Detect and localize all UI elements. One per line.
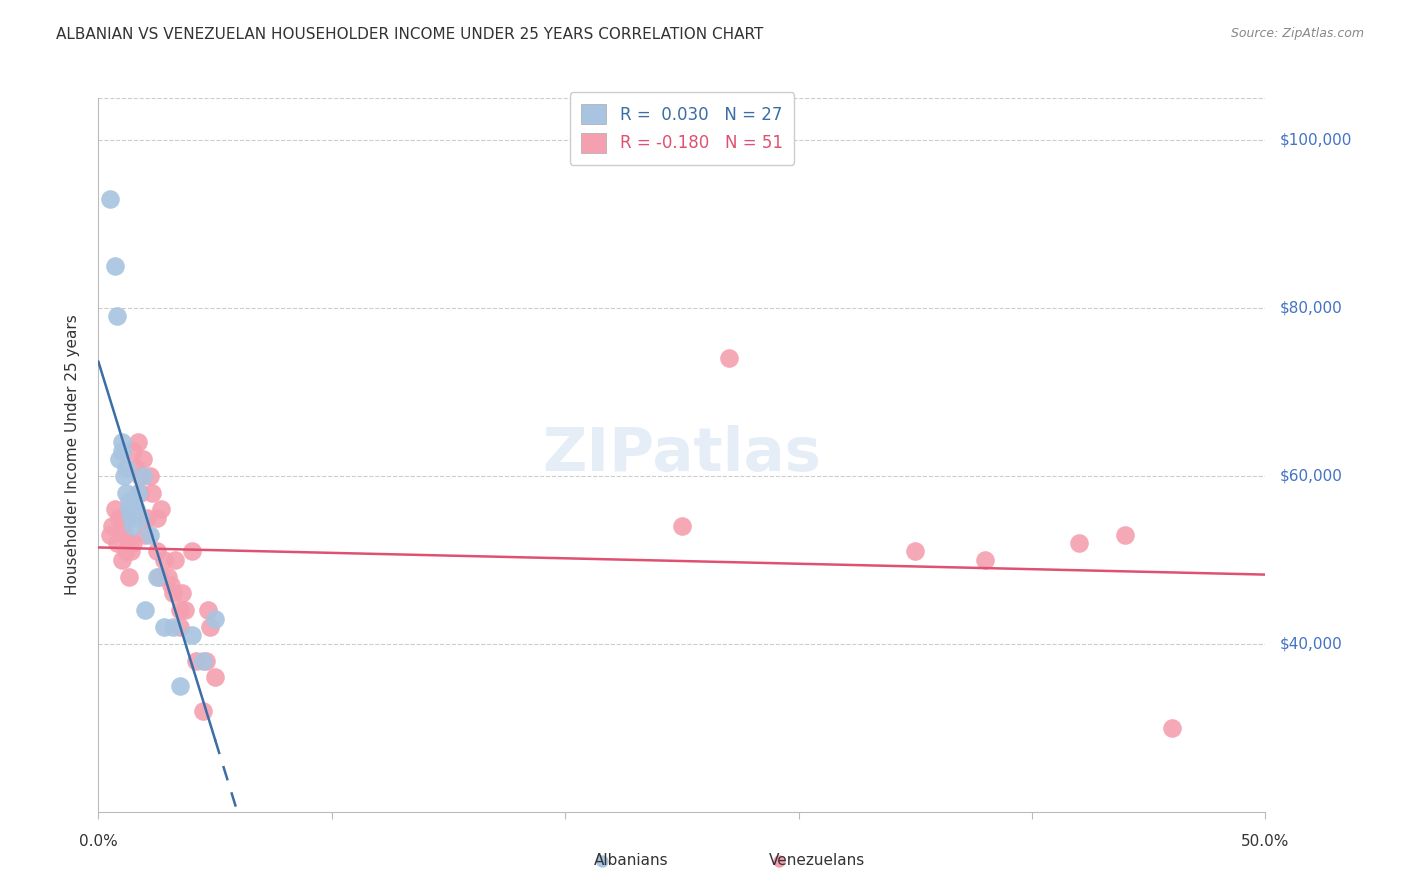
Point	[974, 553, 997, 567]
Point	[111, 519, 134, 533]
Point	[1067, 536, 1090, 550]
Point	[180, 544, 202, 558]
Point	[162, 586, 184, 600]
Point	[122, 443, 145, 458]
Point	[136, 511, 159, 525]
Point	[1114, 527, 1136, 541]
Point	[169, 620, 191, 634]
Text: 0.0%: 0.0%	[79, 834, 118, 849]
Point	[169, 603, 191, 617]
Point	[204, 612, 226, 626]
Point	[148, 569, 170, 583]
Point	[165, 553, 187, 567]
Text: Source: ZipAtlas.com: Source: ZipAtlas.com	[1230, 27, 1364, 40]
Point	[108, 511, 131, 525]
Point	[204, 670, 226, 684]
Text: Venezuelans: Venezuelans	[769, 854, 866, 868]
Point	[122, 536, 145, 550]
Y-axis label: Householder Income Under 25 years: Householder Income Under 25 years	[65, 315, 80, 595]
Point	[591, 854, 613, 868]
Point	[193, 704, 215, 718]
Point	[115, 511, 138, 525]
Point	[172, 586, 194, 600]
Point	[118, 502, 141, 516]
Point	[141, 485, 163, 500]
Point	[194, 654, 217, 668]
Point	[129, 485, 152, 500]
Point	[125, 502, 148, 516]
Text: 50.0%: 50.0%	[1241, 834, 1289, 849]
Point	[139, 527, 162, 541]
Point	[671, 519, 693, 533]
Point	[127, 435, 149, 450]
Point	[129, 469, 152, 483]
Point	[193, 654, 215, 668]
Point	[122, 502, 145, 516]
Point	[717, 351, 740, 366]
Point	[200, 620, 222, 634]
Point	[120, 544, 142, 558]
Point	[173, 603, 195, 617]
Point	[105, 310, 128, 324]
Text: $40,000: $40,000	[1279, 636, 1343, 651]
Point	[120, 511, 142, 525]
Point	[186, 654, 208, 668]
Point	[134, 603, 156, 617]
Text: Albanians: Albanians	[593, 854, 668, 868]
Point	[104, 502, 127, 516]
Point	[115, 460, 138, 475]
Point	[132, 452, 155, 467]
Point	[152, 553, 174, 567]
Point	[157, 569, 180, 583]
Point	[111, 435, 134, 450]
Text: ALBANIAN VS VENEZUELAN HOUSEHOLDER INCOME UNDER 25 YEARS CORRELATION CHART: ALBANIAN VS VENEZUELAN HOUSEHOLDER INCOM…	[56, 27, 763, 42]
Point	[125, 460, 148, 475]
Text: $60,000: $60,000	[1279, 468, 1343, 483]
Point	[169, 679, 191, 693]
Point	[112, 469, 135, 483]
Point	[197, 603, 219, 617]
Point	[146, 569, 169, 583]
Point	[105, 536, 128, 550]
Point	[101, 519, 124, 533]
Point	[150, 502, 173, 516]
Point	[139, 469, 162, 483]
Point	[134, 527, 156, 541]
Point	[104, 259, 127, 273]
Point	[152, 620, 174, 634]
Text: $100,000: $100,000	[1279, 133, 1351, 147]
Point	[115, 544, 138, 558]
Text: $80,000: $80,000	[1279, 301, 1343, 316]
Point	[132, 469, 155, 483]
Point	[180, 628, 202, 642]
Point	[118, 494, 141, 508]
Point	[115, 485, 138, 500]
Point	[111, 443, 134, 458]
Point	[1161, 721, 1184, 735]
Point	[98, 527, 121, 541]
Point	[118, 569, 141, 583]
Point	[129, 511, 152, 525]
Point	[122, 519, 145, 533]
Point	[159, 578, 181, 592]
Point	[108, 452, 131, 467]
Point	[768, 854, 790, 868]
Text: ZIPatlas: ZIPatlas	[543, 425, 821, 484]
Point	[98, 192, 121, 206]
Point	[162, 620, 184, 634]
Point	[146, 511, 169, 525]
Point	[904, 544, 927, 558]
Point	[146, 544, 169, 558]
Point	[112, 527, 135, 541]
Point	[111, 553, 134, 567]
Point	[118, 536, 141, 550]
Point	[127, 485, 149, 500]
Legend: R =  0.030   N = 27, R = -0.180   N = 51: R = 0.030 N = 27, R = -0.180 N = 51	[569, 92, 794, 164]
